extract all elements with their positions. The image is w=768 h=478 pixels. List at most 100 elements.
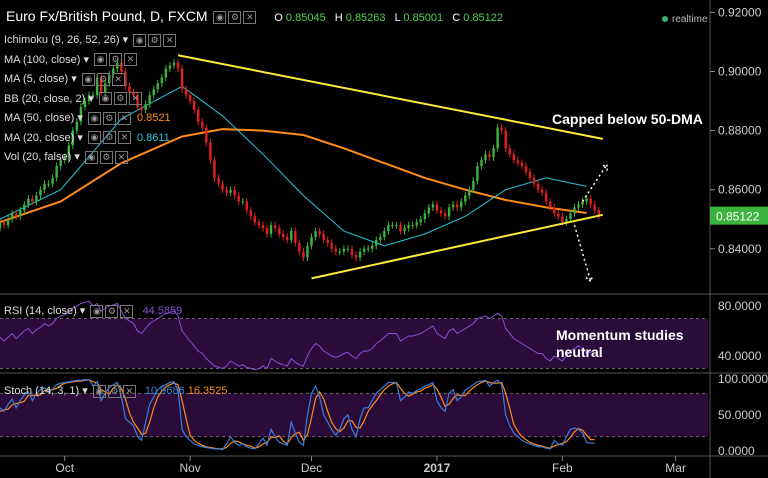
close-icon[interactable]: ✕ (243, 10, 257, 24)
indicator-close-icon[interactable]: ✕ (128, 92, 142, 106)
indicator-eye-icon[interactable]: ◉ (87, 131, 101, 145)
trendline (311, 213, 604, 280)
stoch-tick-label: 0.0000 (718, 444, 755, 458)
indicator-label[interactable]: Vol (20, false) (4, 151, 72, 163)
candle-body (0, 222, 2, 229)
candle-body (484, 154, 487, 161)
candle-body (124, 71, 127, 87)
indicator-label[interactable]: BB (20, close, 2) (4, 92, 86, 105)
indicator-settings-icon[interactable]: ⚙ (113, 92, 127, 106)
ma50-line (0, 128, 587, 224)
ma50-path (0, 128, 587, 224)
stoch-legend-label[interactable]: Stoch (14, 3, 1) (4, 385, 80, 397)
rsi-close-icon[interactable]: ✕ (120, 304, 134, 318)
open-label: O (274, 12, 283, 24)
rsi-settings-icon[interactable]: ⚙ (105, 304, 119, 318)
candle-body (156, 83, 159, 90)
candle-body (237, 195, 240, 202)
rsi-eye-icon[interactable]: ◉ (90, 304, 104, 318)
rsi-legend-label[interactable]: RSI (14, close) (4, 305, 77, 317)
candle-body (249, 210, 253, 217)
candle-body (338, 251, 342, 253)
stoch-k-line (0, 379, 595, 451)
indicator-eye-icon[interactable]: ◉ (133, 33, 147, 47)
candle-body (87, 95, 91, 102)
candle-body (2, 222, 6, 226)
time-axis-labels: Oct Nov Dec 2017 Feb Mar (55, 456, 686, 475)
candle-body (47, 183, 50, 185)
candle-body (354, 254, 358, 258)
candle-body (589, 198, 592, 205)
stoch-close-icon[interactable]: ✕ (122, 384, 136, 398)
indicator-label[interactable]: MA (100, close) (4, 53, 81, 66)
indicator-settings-icon[interactable]: ⚙ (102, 131, 116, 145)
indicator-close-icon[interactable]: ✕ (111, 72, 125, 86)
candle-body (318, 231, 321, 235)
candle-body (565, 219, 568, 223)
indicator-eye-icon[interactable]: ◉ (84, 150, 98, 164)
candle-body (342, 248, 346, 252)
time-tick-label: Feb (552, 461, 573, 475)
indicator-close-icon[interactable]: ✕ (163, 33, 177, 47)
low-value: 0.85001 (403, 12, 444, 24)
stoch-legend: Stoch (14, 3, 1) ▾ ◉ ⚙ ✕ 10.9686 16.3525 (4, 384, 228, 398)
indicator-settings-icon[interactable]: ⚙ (109, 53, 123, 67)
candle-body (192, 101, 196, 110)
indicator-legend-5: MA (20, close) ▾ ◉ ⚙ ✕ 0.8611 (4, 131, 170, 145)
indicator-close-icon[interactable]: ✕ (117, 111, 131, 125)
candle-body (225, 189, 228, 193)
indicator-eye-icon[interactable]: ◉ (81, 72, 95, 86)
candle-body (302, 251, 305, 258)
indicator-value: 0.8611 (136, 131, 170, 144)
candle-body (75, 121, 79, 131)
indicator-label[interactable]: Ichimoku (9, 26, 52, 26) (4, 34, 120, 46)
indicator-legend-0: Ichimoku (9, 26, 52, 26) ▾ ◉ ⚙ ✕ (4, 33, 182, 47)
candle-body (326, 239, 329, 243)
candle-body (128, 86, 131, 93)
indicator-close-icon[interactable]: ✕ (114, 150, 128, 164)
low-label: L (394, 12, 401, 24)
candle-body (31, 198, 34, 202)
last-price-text: 0.85122 (716, 210, 760, 224)
projection-arrowhead (585, 275, 594, 283)
indicator-eye-icon[interactable]: ◉ (87, 111, 101, 125)
stoch-eye-icon[interactable]: ◉ (92, 384, 106, 398)
projection-arrows (573, 163, 608, 283)
candle-body (459, 201, 463, 208)
candle-body (14, 213, 18, 217)
candle-body (91, 95, 95, 97)
projection-line (573, 224, 592, 282)
candle-body (63, 157, 66, 161)
candle-body (205, 127, 208, 143)
indicator-settings-icon[interactable]: ⚙ (148, 33, 162, 47)
indicator-eye-icon[interactable]: ◉ (94, 53, 108, 67)
candle-body (597, 210, 600, 216)
stoch-settings-icon[interactable]: ⚙ (107, 384, 121, 398)
indicator-close-icon[interactable]: ✕ (124, 53, 138, 67)
candle-body (549, 201, 552, 208)
indicator-label[interactable]: MA (5, close) (4, 73, 69, 85)
candle-body (532, 177, 536, 184)
rsi-legend-value: 44.5859 (142, 305, 183, 317)
indicator-eye-icon[interactable]: ◉ (98, 92, 112, 106)
candle-body (472, 180, 475, 190)
indicator-close-icon[interactable]: ✕ (117, 131, 131, 145)
indicator-legend-2: MA (5, close) ▾ ◉ ⚙ ✕ (4, 72, 131, 86)
high-value: 0.85263 (345, 12, 386, 24)
candle-body (464, 195, 467, 202)
candle-body (451, 204, 455, 208)
eye-icon[interactable]: ◉ (213, 10, 227, 24)
indicator-label[interactable]: MA (50, close) (4, 112, 75, 124)
candle-body (112, 68, 115, 75)
indicator-settings-icon[interactable]: ⚙ (102, 111, 116, 125)
candle-body (322, 234, 325, 240)
symbol-title[interactable]: Euro Fx/British Pound, D, FXCM (6, 8, 208, 24)
candle-body (265, 228, 269, 235)
settings-icon[interactable]: ⚙ (228, 10, 242, 24)
indicator-label[interactable]: MA (20, close) (4, 131, 75, 144)
candle-body (95, 77, 99, 96)
indicator-settings-icon[interactable]: ⚙ (96, 72, 110, 86)
candle-body (379, 236, 382, 240)
indicator-settings-icon[interactable]: ⚙ (99, 150, 113, 164)
